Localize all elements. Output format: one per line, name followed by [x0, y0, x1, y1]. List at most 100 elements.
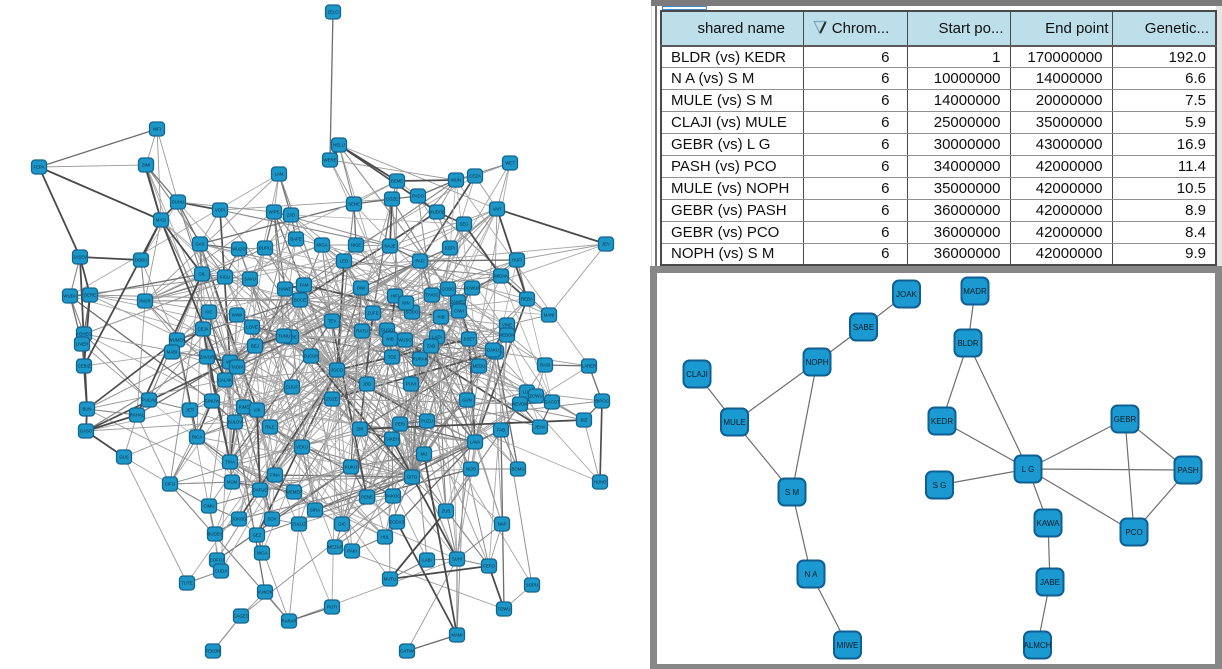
- svg-text:KOHEG: KOHEG: [76, 332, 92, 337]
- svg-text:KIC: KIC: [205, 310, 212, 315]
- svg-text:KUKU: KUKU: [345, 465, 357, 470]
- svg-text:RASI: RASI: [540, 363, 550, 368]
- svg-text:PUTI: PUTI: [327, 605, 337, 610]
- svg-text:FAM: FAM: [300, 283, 309, 288]
- svg-text:CEBIZ: CEBIZ: [78, 364, 91, 369]
- svg-text:DUHU: DUHU: [172, 200, 184, 205]
- svg-text:SODO: SODO: [406, 310, 419, 315]
- svg-text:HIB: HIB: [437, 315, 444, 320]
- svg-text:FEKON: FEKON: [206, 649, 221, 654]
- svg-text:HUHO: HUHO: [594, 480, 607, 485]
- svg-text:CATIW: CATIW: [400, 649, 414, 654]
- svg-text:TOZ: TOZ: [388, 355, 397, 360]
- svg-text:FAB: FAB: [497, 428, 505, 433]
- svg-text:GIL: GIL: [199, 272, 207, 277]
- svg-text:LADI: LADI: [432, 335, 442, 340]
- svg-text:SENE: SENE: [348, 202, 360, 207]
- svg-text:TIVOC: TIVOC: [425, 293, 438, 298]
- svg-text:LAVA: LAVA: [470, 440, 480, 445]
- svg-text:PIKIR: PIKIR: [139, 299, 150, 304]
- svg-text:KIME: KIME: [239, 405, 250, 410]
- svg-text:DOBU: DOBU: [135, 258, 147, 263]
- svg-text:GOBO: GOBO: [442, 287, 456, 292]
- svg-text:VIK: VIK: [254, 408, 261, 413]
- svg-text:NAP: NAP: [498, 522, 507, 527]
- svg-text:DOWUK: DOWUK: [464, 286, 481, 291]
- svg-text:MEDU: MEDU: [473, 364, 486, 369]
- svg-text:GINUW: GINUW: [205, 399, 221, 404]
- svg-text:NIGE: NIGE: [351, 243, 362, 248]
- svg-text:JISET: JISET: [463, 337, 475, 342]
- svg-text:TEV: TEV: [328, 319, 336, 324]
- svg-text:SOV: SOV: [267, 517, 276, 522]
- svg-text:DIW: DIW: [357, 286, 366, 291]
- svg-text:DAKU: DAKU: [487, 348, 499, 353]
- svg-text:JOCO: JOCO: [331, 368, 344, 373]
- svg-text:MEZAP: MEZAP: [328, 545, 343, 550]
- svg-text:GACOT: GACOT: [544, 400, 560, 405]
- svg-text:NIFI: NIFI: [153, 127, 161, 132]
- svg-text:JEV: JEV: [602, 242, 610, 247]
- svg-text:GUSO: GUSO: [381, 328, 394, 333]
- svg-text:GIC: GIC: [338, 522, 346, 527]
- svg-text:PENE: PENE: [361, 495, 373, 500]
- svg-text:WUMEN: WUMEN: [169, 338, 186, 343]
- svg-text:FINA: FINA: [270, 473, 280, 478]
- svg-text:CIWI: CIWI: [454, 309, 464, 314]
- svg-text:N A: N A: [805, 570, 819, 579]
- svg-text:MABI: MABI: [167, 350, 178, 355]
- svg-text:TOWU: TOWU: [497, 607, 510, 612]
- svg-text:HUFI: HUFI: [512, 258, 522, 263]
- svg-text:LOVE: LOVE: [246, 325, 258, 330]
- svg-text:JETI: JETI: [186, 408, 195, 413]
- svg-text:ZELO: ZELO: [327, 10, 339, 15]
- svg-text:LUN: LUN: [523, 390, 532, 395]
- svg-text:VINE: VINE: [502, 323, 512, 328]
- svg-text:KEDR: KEDR: [931, 417, 953, 426]
- svg-text:VOPI: VOPI: [215, 208, 225, 213]
- svg-text:LARER: LARER: [582, 364, 596, 369]
- svg-text:ZAB: ZAB: [427, 344, 435, 349]
- svg-text:GUN: GUN: [462, 398, 472, 403]
- svg-text:HUL: HUL: [381, 535, 390, 540]
- svg-text:WET: WET: [505, 161, 515, 166]
- svg-text:JOAK: JOAK: [896, 290, 918, 299]
- svg-text:MADR: MADR: [963, 287, 987, 296]
- svg-text:MIGA: MIGA: [317, 243, 328, 248]
- svg-text:GITO: GITO: [407, 475, 418, 480]
- svg-text:SUHI: SUHI: [452, 557, 462, 562]
- svg-text:KIGU: KIGU: [220, 275, 231, 280]
- svg-text:BEME: BEME: [391, 179, 403, 184]
- svg-text:JABE: JABE: [1040, 578, 1060, 587]
- svg-text:NIB: NIB: [386, 337, 393, 342]
- svg-text:LED: LED: [340, 259, 348, 264]
- svg-text:L G: L G: [1022, 465, 1035, 474]
- svg-text:BAFE: BAFE: [290, 237, 301, 242]
- svg-text:SABE: SABE: [853, 323, 874, 332]
- svg-text:LABI: LABI: [422, 558, 431, 563]
- svg-text:PUZU: PUZU: [421, 419, 433, 424]
- svg-text:ZAMEC: ZAMEC: [450, 300, 465, 305]
- svg-text:MULE: MULE: [723, 418, 745, 427]
- svg-text:RURAK: RURAK: [412, 357, 427, 362]
- svg-text:TUNU: TUNU: [278, 334, 290, 339]
- svg-text:BEJ: BEJ: [251, 344, 259, 349]
- svg-text:DUPU: DUPU: [259, 246, 271, 251]
- svg-text:ZUFE: ZUFE: [367, 311, 378, 316]
- svg-text:NIJO: NIJO: [466, 467, 476, 472]
- svg-text:BUN: BUN: [82, 407, 91, 412]
- svg-text:COFOJ: COFOJ: [210, 558, 225, 563]
- svg-text:CIMU: CIMU: [204, 504, 215, 509]
- svg-text:ZAVUR: ZAVUR: [200, 355, 214, 360]
- svg-text:MUN: MUN: [451, 178, 461, 183]
- svg-text:HAWE: HAWE: [279, 287, 292, 292]
- svg-text:CLAJI: CLAJI: [686, 370, 708, 379]
- svg-text:KIN: KIN: [402, 301, 409, 306]
- svg-text:PCO: PCO: [1125, 528, 1142, 537]
- svg-text:SIRA: SIRA: [310, 508, 320, 513]
- svg-text:MAMI: MAMI: [451, 633, 462, 638]
- svg-text:RICA: RICA: [192, 435, 202, 440]
- svg-text:PAFI: PAFI: [415, 259, 424, 264]
- svg-text:MIJ: MIJ: [421, 452, 428, 457]
- svg-text:VEKU: VEKU: [296, 445, 308, 450]
